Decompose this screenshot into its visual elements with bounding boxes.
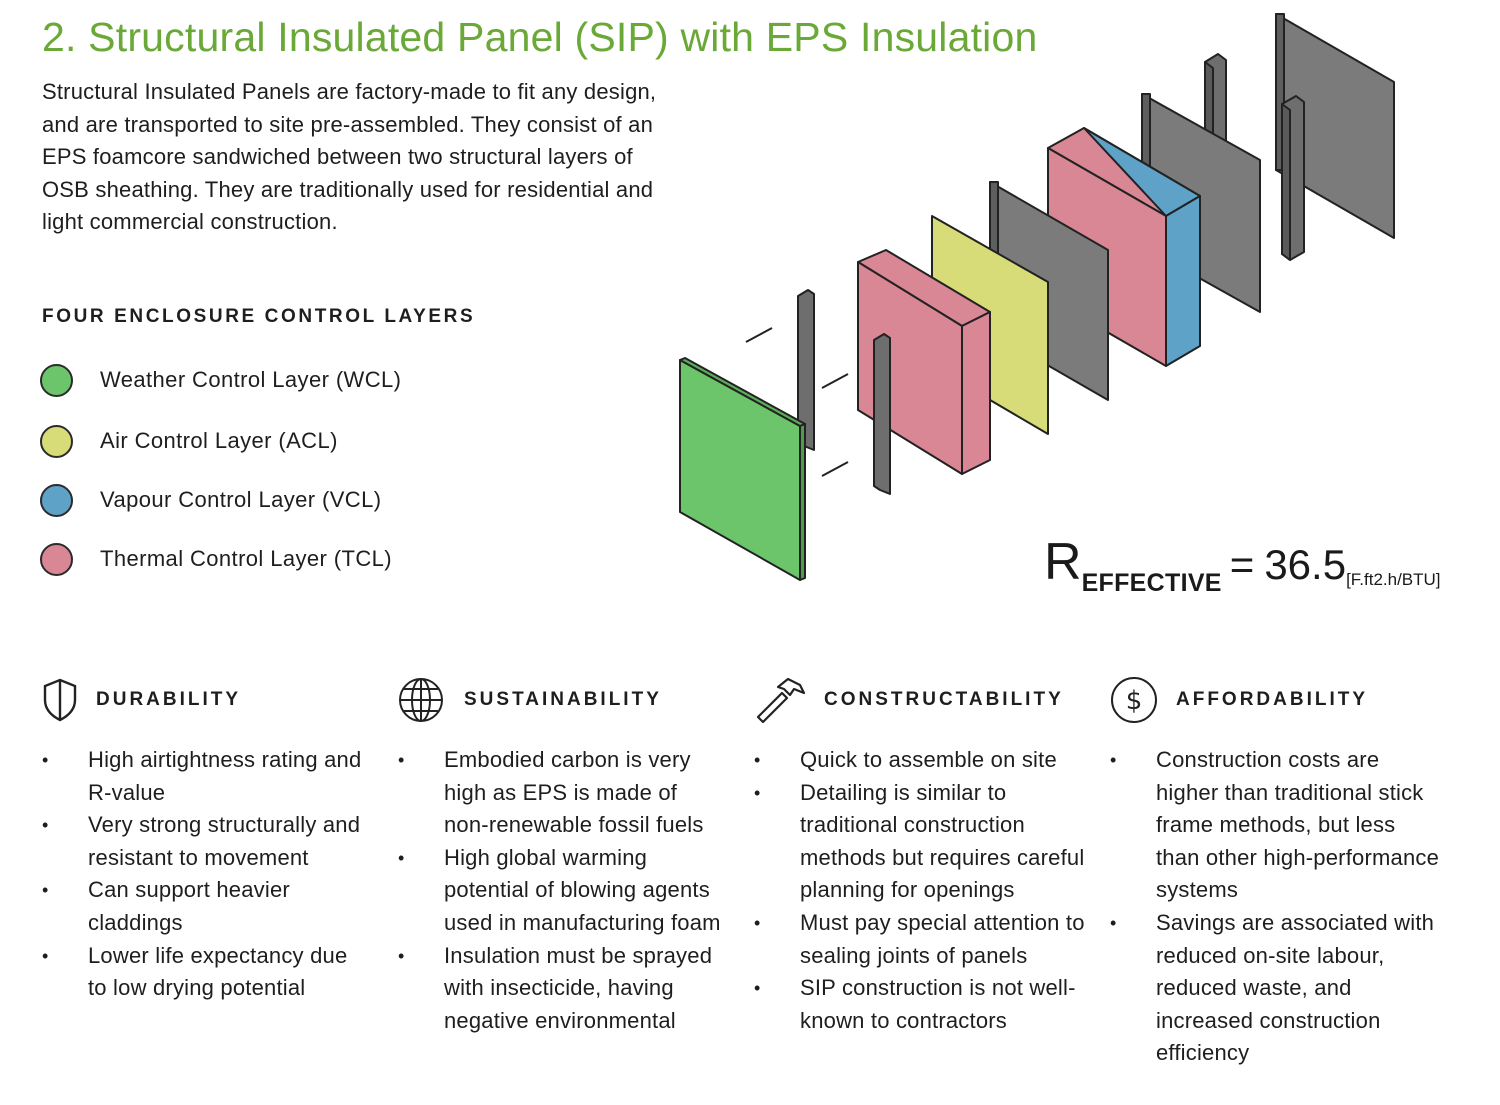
equals-sign: = [1229, 541, 1255, 588]
affordability-title: AFFORDABILITY [1176, 689, 1369, 710]
affordability-list: Construction costs are higher than tradi… [1110, 744, 1440, 1070]
list-item: Very strong structurally and resistant t… [42, 809, 372, 874]
fastener-line [821, 373, 849, 389]
r-effective-value: REFFECTIVE = 36.5[F.ft2.h/BTU] [1044, 532, 1441, 597]
list-item: Embodied carbon is very high as EPS is m… [398, 744, 728, 842]
vcl-color-dot [40, 483, 73, 517]
list-item: Construction costs are higher than tradi… [1110, 744, 1440, 907]
r-number: 36.5 [1264, 541, 1347, 588]
list-item: Quick to assemble on site [754, 744, 1094, 777]
durability-column: DURABILITY High airtightness rating and … [42, 676, 372, 1000]
list-item: Must pay special attention to sealing jo… [754, 907, 1094, 972]
globe-icon [399, 678, 443, 722]
durability-title: DURABILITY [96, 689, 242, 710]
list-item: High global warming potential of blowing… [398, 842, 728, 940]
fastener-line [821, 461, 849, 477]
affordability-header: $ AFFORDABILITY [1110, 676, 1440, 724]
acl-color-dot [40, 424, 73, 458]
constructability-title: CONSTRUCTABILITY [824, 689, 1064, 710]
list-item: Savings are associated with reduced on-s… [1110, 907, 1440, 1070]
sustainability-column: SUSTAINABILITY Embodied carbon is very h… [398, 676, 728, 1033]
page-title: 2. Structural Insulated Panel (SIP) with… [42, 14, 1038, 60]
legend-label: Air Control Layer (ACL) [100, 428, 338, 453]
svg-text:$: $ [1126, 686, 1143, 716]
hammer-icon [756, 677, 806, 724]
constructability-column: CONSTRUCTABILITY Quick to assemble on si… [754, 676, 1094, 1033]
legend-label: Vapour Control Layer (VCL) [100, 487, 382, 512]
list-item: SIP construction is not well-known to co… [754, 972, 1094, 1037]
list-item: Insulation must be sprayed with insectic… [398, 940, 728, 1038]
legend-label: Weather Control Layer (WCL) [100, 367, 402, 392]
list-item: Lower life expectancy due to low drying … [42, 940, 372, 1005]
legend-item-wcl: Weather Control Layer (WCL) [40, 360, 401, 400]
wall-assembly-diagram [679, 13, 1395, 581]
durability-list: High airtightness rating and R-value Ver… [42, 744, 372, 1005]
list-item: Can support heavier claddings [42, 874, 372, 939]
durability-header: DURABILITY [42, 676, 372, 724]
fastener-line [745, 327, 773, 343]
r-symbol: R [1044, 533, 1082, 591]
affordability-column: $ AFFORDABILITY Construction costs are h… [1110, 676, 1440, 1065]
layers-heading: FOUR ENCLOSURE CONTROL LAYERS [42, 306, 476, 327]
r-unit: [F.ft2.h/BTU] [1346, 570, 1441, 589]
constructability-list: Quick to assemble on site Detailing is s… [754, 744, 1094, 1037]
legend-item-acl: Air Control Layer (ACL) [40, 421, 338, 461]
tcl-color-dot [40, 542, 73, 576]
constructability-header: CONSTRUCTABILITY [754, 676, 1094, 724]
intro-paragraph: Structural Insulated Panels are factory-… [42, 79, 657, 235]
wcl-color-dot [40, 363, 73, 397]
dollar-icon: $ [1111, 677, 1157, 723]
stud-mid [1281, 95, 1305, 261]
legend-item-tcl: Thermal Control Layer (TCL) [40, 539, 392, 579]
r-subscript: EFFECTIVE [1081, 569, 1222, 597]
sustainability-list: Embodied carbon is very high as EPS is m… [398, 744, 728, 1037]
sustainability-title: SUSTAINABILITY [464, 689, 662, 710]
legend-label: Thermal Control Layer (TCL) [100, 546, 392, 571]
list-item: High airtightness rating and R-value [42, 744, 372, 809]
sustainability-header: SUSTAINABILITY [398, 676, 728, 724]
furring-strip-front [873, 333, 891, 495]
shield-icon [43, 678, 77, 722]
cladding-panel [679, 357, 806, 581]
legend-item-vcl: Vapour Control Layer (VCL) [40, 480, 381, 520]
interior-sheathing-panel [1275, 13, 1395, 239]
list-item: Detailing is similar to traditional cons… [754, 777, 1094, 907]
